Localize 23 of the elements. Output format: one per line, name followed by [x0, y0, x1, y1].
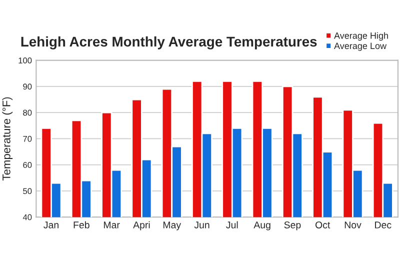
x-tick-label: Nov: [344, 222, 362, 228]
x-tick-label: Mar: [104, 222, 120, 228]
y-tick-label: 90: [23, 84, 32, 90]
x-tick-label: Apri: [133, 221, 150, 230]
x-tick-label: Jul: [226, 221, 238, 228]
y-tick-label: 70: [23, 136, 32, 142]
y-tick-label: 40: [22, 214, 32, 220]
legend-label: Average Low: [334, 42, 387, 51]
x-tick-label: Feb: [74, 221, 90, 228]
x-tick-label: Jan: [44, 222, 58, 228]
x-tick-label: Jun: [194, 222, 210, 228]
x-tick-label: Dec: [375, 222, 392, 228]
x-tick-label: May: [163, 222, 182, 230]
y-tick-label: 60: [23, 162, 32, 168]
y-tick-label: 80: [23, 110, 32, 116]
y-tick-label: 50: [23, 188, 32, 194]
x-tick-label: Oct: [316, 222, 330, 228]
x-tick-label: Aug: [254, 222, 270, 230]
y-axis-title: Temperature (°F): [2, 97, 13, 180]
chart-title: Lehigh Acres Monthly Average Temperatures: [21, 36, 317, 50]
y-tick-label: 100: [18, 58, 32, 64]
legend-label: Average High: [334, 32, 388, 41]
x-tick-label: Sep: [284, 222, 301, 230]
